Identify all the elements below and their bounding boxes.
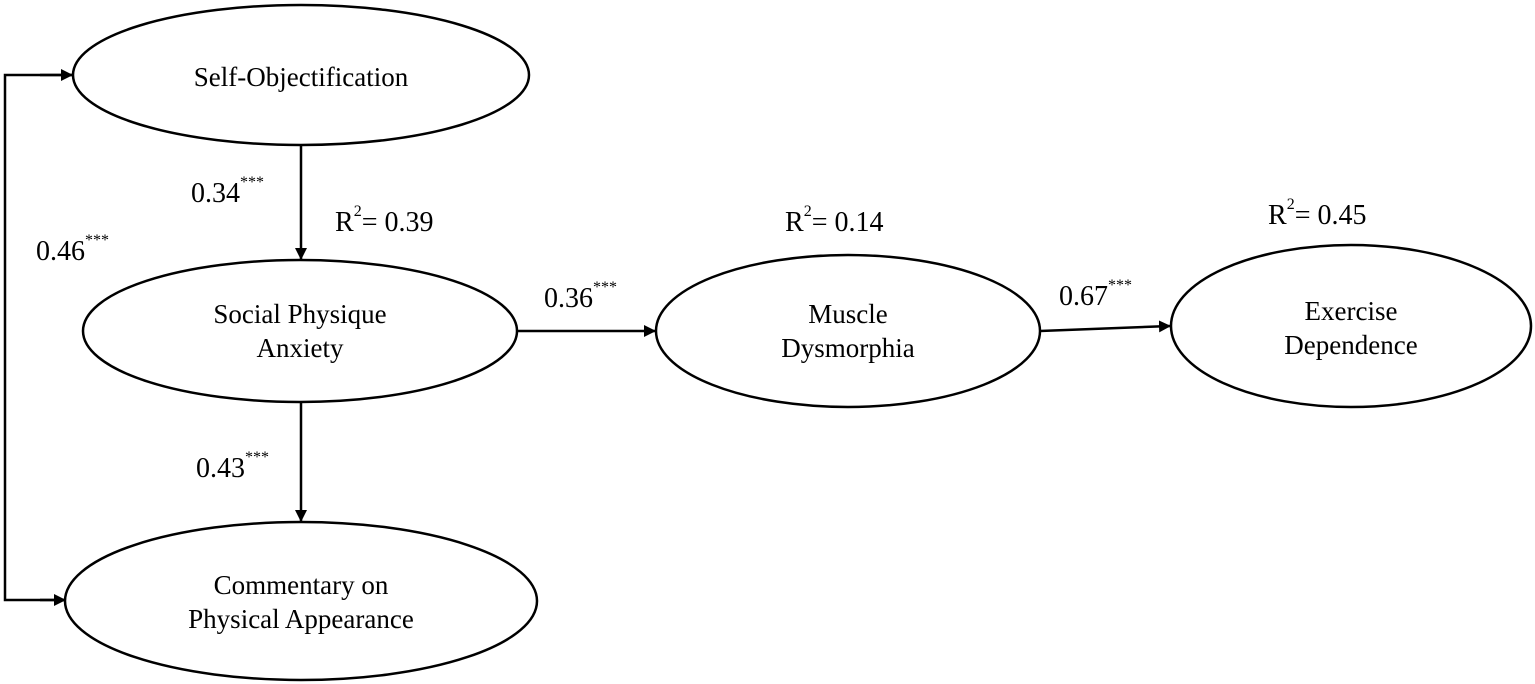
arrow-covariance-so-cpa [3, 73, 72, 602]
path-coef-cpa-so: 0.46*** [36, 232, 109, 267]
node-label-social-physique-anxiety: Social Physique Anxiety [213, 297, 386, 365]
node-label-line: Anxiety [256, 333, 344, 363]
path-coef-so-spa: 0.34*** [191, 174, 264, 209]
node-label-exercise-dependence: Exercise Dependence [1284, 294, 1417, 362]
node-label-line: Exercise [1304, 296, 1398, 326]
node-label-muscle-dysmorphia: Muscle Dysmorphia [781, 297, 914, 365]
r2-exercise-dependence: R2= 0.45 [1268, 196, 1367, 231]
node-label-line: Dependence [1284, 330, 1418, 360]
r2-social-physique-anxiety: R2= 0.39 [335, 203, 434, 238]
r2-muscle-dysmorphia: R2= 0.14 [785, 203, 884, 238]
node-label-line: Physical Appearance [188, 604, 414, 634]
path-coef-spa-cpa: 0.43*** [196, 449, 269, 484]
node-label-line: Muscle [808, 299, 888, 329]
node-label-line: Social Physique [213, 299, 387, 329]
node-exercise-dependence [1169, 243, 1533, 409]
node-label-commentary: Commentary on Physical Appearance [188, 568, 414, 636]
path-coef-md-ed: 0.67*** [1059, 277, 1132, 312]
node-label-self-objectification: Self-Objectification [193, 62, 409, 92]
arrow-md-to-ed [1039, 320, 1171, 333]
node-label-line: Dysmorphia [781, 333, 915, 363]
path-coef-spa-md: 0.36*** [544, 279, 617, 314]
node-label-line: Commentary on [213, 570, 389, 600]
